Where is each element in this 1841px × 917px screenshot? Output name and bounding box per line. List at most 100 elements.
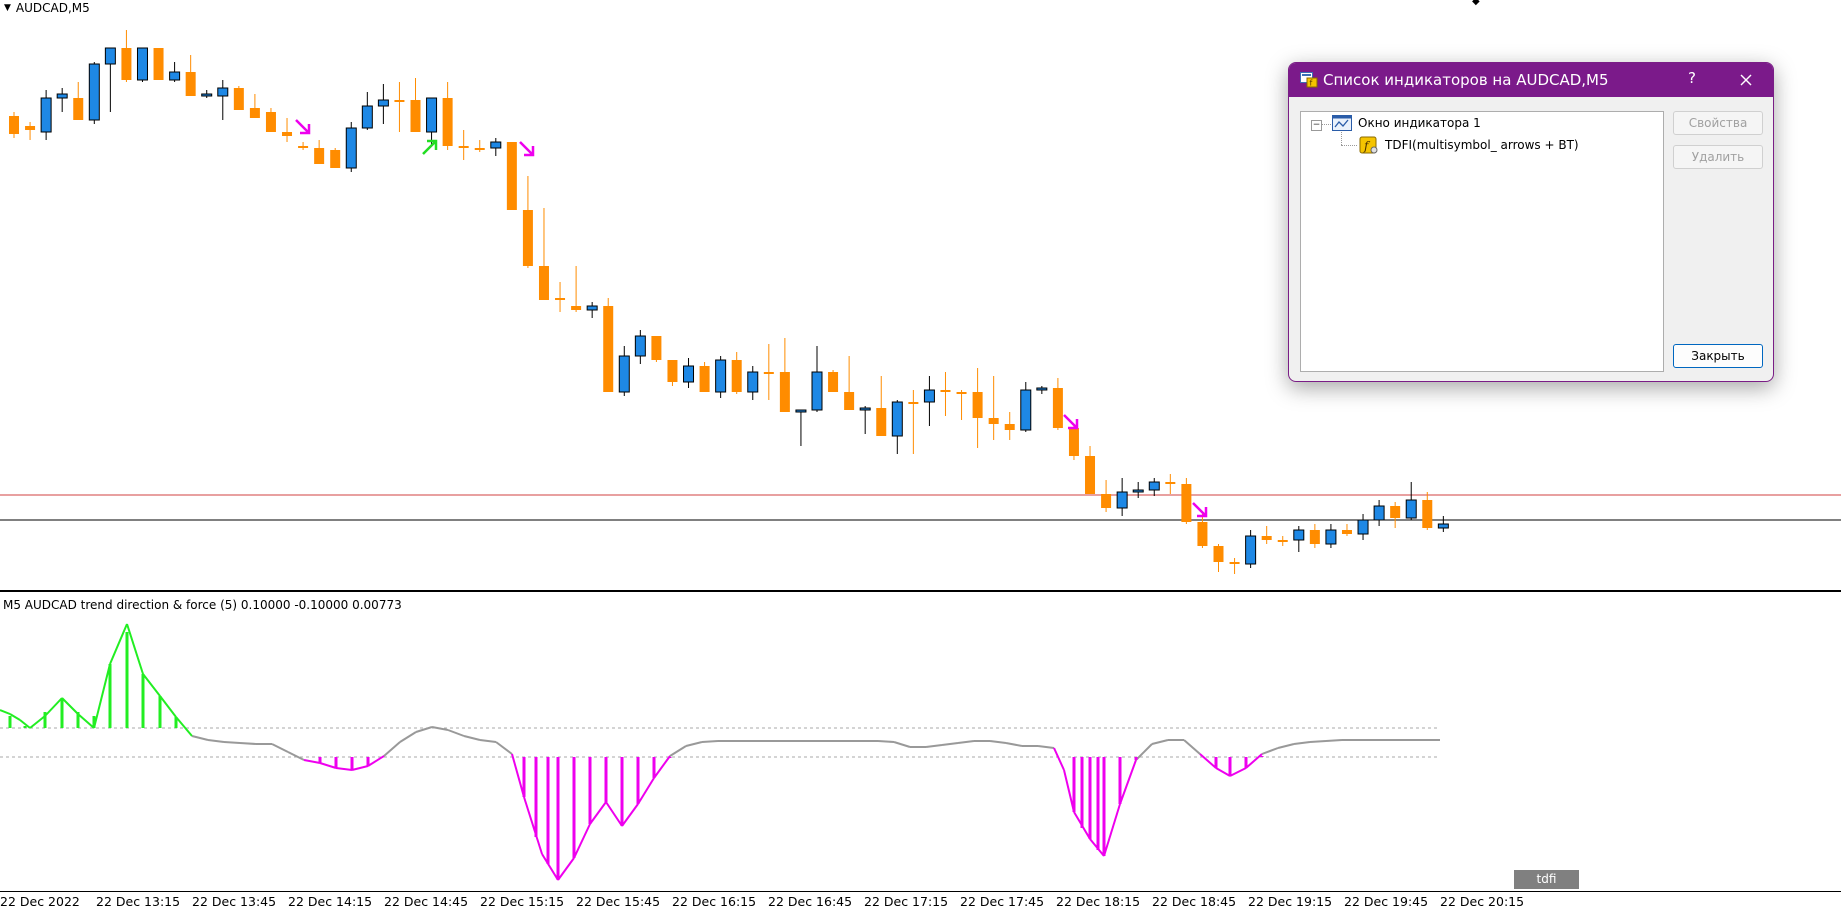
chart-shift-marker-icon[interactable]: ◆ xyxy=(1472,0,1480,7)
tdfi-line-segment xyxy=(1103,803,1121,857)
bear-candle xyxy=(940,390,951,392)
time-axis-label: 22 Dec 20:15 xyxy=(1440,894,1525,909)
tdfi-subwindow[interactable] xyxy=(0,592,1841,892)
bear-candle xyxy=(1229,562,1240,564)
bear-candle xyxy=(298,146,309,148)
tdfi-line-segment xyxy=(957,740,975,744)
tdfi-line-segment xyxy=(1053,747,1065,771)
bear-candle xyxy=(1052,388,1063,428)
tree-item-indicator-window[interactable]: Окно индикатора 1 xyxy=(1358,116,1481,130)
time-axis-label: 22 Dec 13:15 xyxy=(96,894,181,909)
bull-candle xyxy=(1020,389,1032,431)
time-axis-label: 22 Dec 2022 xyxy=(0,894,80,909)
bull-candle xyxy=(859,407,871,411)
dropdown-triangle-icon[interactable]: ▼ xyxy=(4,3,11,13)
bear-candle xyxy=(538,266,549,300)
tdfi-line-segment xyxy=(61,697,79,715)
bear-candle xyxy=(1165,482,1176,484)
svg-text:f: f xyxy=(1310,79,1313,88)
time-axis-label: 22 Dec 18:45 xyxy=(1152,894,1237,909)
tdfi-line-segment xyxy=(207,739,225,743)
bull-candle xyxy=(1036,387,1048,391)
tree-item-tdfi[interactable]: TDFI(multisymbol_ arrows + BT) xyxy=(1385,138,1579,152)
time-axis-line xyxy=(0,891,1841,892)
time-axis-label: 22 Dec 17:15 xyxy=(864,894,949,909)
bear-candle xyxy=(555,298,566,300)
bear-candle xyxy=(1068,428,1079,456)
tdfi-line-segment xyxy=(303,759,321,764)
time-axis-label: 22 Dec 14:45 xyxy=(384,894,469,909)
bear-candle xyxy=(1213,546,1224,562)
tdfi-line-segment xyxy=(463,735,481,741)
tree-connector xyxy=(1341,132,1342,145)
bull-candle xyxy=(56,93,68,99)
tdfi-line-segment xyxy=(557,857,575,881)
tdfi-line-segment xyxy=(1309,740,1327,743)
tdfi-line-segment xyxy=(877,740,895,743)
bear-candle xyxy=(25,126,36,130)
bull-candle xyxy=(1405,499,1417,519)
bear-candle xyxy=(731,360,742,392)
tdfi-line-segment xyxy=(1199,753,1217,769)
arrow-down-icon xyxy=(1192,502,1208,518)
tdfi-line-segment xyxy=(44,697,63,717)
time-axis-label: 22 Dec 19:45 xyxy=(1344,894,1429,909)
tdfi-line-segment xyxy=(589,801,607,825)
tdfi-line-segment xyxy=(159,695,177,718)
close-button[interactable]: Закрыть xyxy=(1673,344,1763,368)
bear-candle xyxy=(988,418,999,424)
tdfi-line-segment xyxy=(9,713,21,721)
bull-candle xyxy=(1357,519,1369,535)
bull-candle xyxy=(40,97,52,133)
tdfi-line-segment xyxy=(1151,739,1169,745)
time-axis-label: 22 Dec 16:15 xyxy=(672,894,757,909)
arrow-down-icon xyxy=(295,119,311,135)
tdfi-line-segment xyxy=(621,803,639,827)
bear-candle xyxy=(506,142,517,210)
bear-candle xyxy=(1277,540,1288,542)
tdfi-line-segment xyxy=(319,762,337,769)
tdfi-line-segment xyxy=(415,726,433,733)
tree-collapse-toggle[interactable]: − xyxy=(1311,120,1322,131)
bear-candle xyxy=(394,100,405,102)
tree-connector xyxy=(1341,145,1357,146)
tdfi-line-segment xyxy=(669,745,687,757)
tdfi-line-segment xyxy=(541,853,559,881)
bear-candle xyxy=(442,98,453,146)
tdfi-line-segment xyxy=(511,753,525,798)
bull-candle xyxy=(1293,529,1305,541)
bear-candle xyxy=(233,88,244,110)
tdfi-line-segment xyxy=(29,715,46,729)
properties-button[interactable]: Свойства xyxy=(1673,111,1763,135)
bull-candle xyxy=(1116,491,1128,509)
tdfi-line-segment xyxy=(523,796,543,855)
indicator-tree[interactable]: − Окно индикатора 1 f TDFI(multisymbol_ … xyxy=(1300,111,1664,372)
time-axis-label: 22 Dec 15:15 xyxy=(480,894,565,909)
dialog-titlebar[interactable]: f Список индикаторов на AUDCAD,M5 ? xyxy=(1289,63,1773,97)
tdfi-line-segment xyxy=(1037,745,1055,749)
close-icon[interactable] xyxy=(1729,67,1763,93)
tdfi-line-segment xyxy=(431,726,449,731)
bull-candle xyxy=(795,409,807,413)
time-axis-label: 22 Dec 17:45 xyxy=(960,894,1045,909)
tdfi-line-segment xyxy=(383,741,401,757)
price-chart[interactable] xyxy=(0,0,1841,590)
bear-candle xyxy=(410,100,421,132)
bear-candle xyxy=(474,148,485,150)
bear-candle xyxy=(522,210,533,266)
delete-button[interactable]: Удалить xyxy=(1673,145,1763,169)
tdfi-line-segment xyxy=(19,719,31,729)
indicator-list-dialog: f Список индикаторов на AUDCAD,M5 ? − Ок… xyxy=(1288,62,1774,382)
window-separator[interactable] xyxy=(0,590,1841,592)
help-button[interactable]: ? xyxy=(1688,69,1696,87)
indicator-window-icon xyxy=(1332,115,1352,131)
bear-candle xyxy=(667,360,678,382)
bear-candle xyxy=(1341,530,1352,534)
bear-candle xyxy=(1422,500,1433,528)
tdfi-line-segment xyxy=(287,751,305,761)
bear-candle xyxy=(828,372,839,392)
bear-candle xyxy=(249,108,260,118)
tdfi-line-segment xyxy=(989,740,1007,744)
bear-candle xyxy=(603,306,614,392)
tdfi-line-segment xyxy=(223,741,241,744)
